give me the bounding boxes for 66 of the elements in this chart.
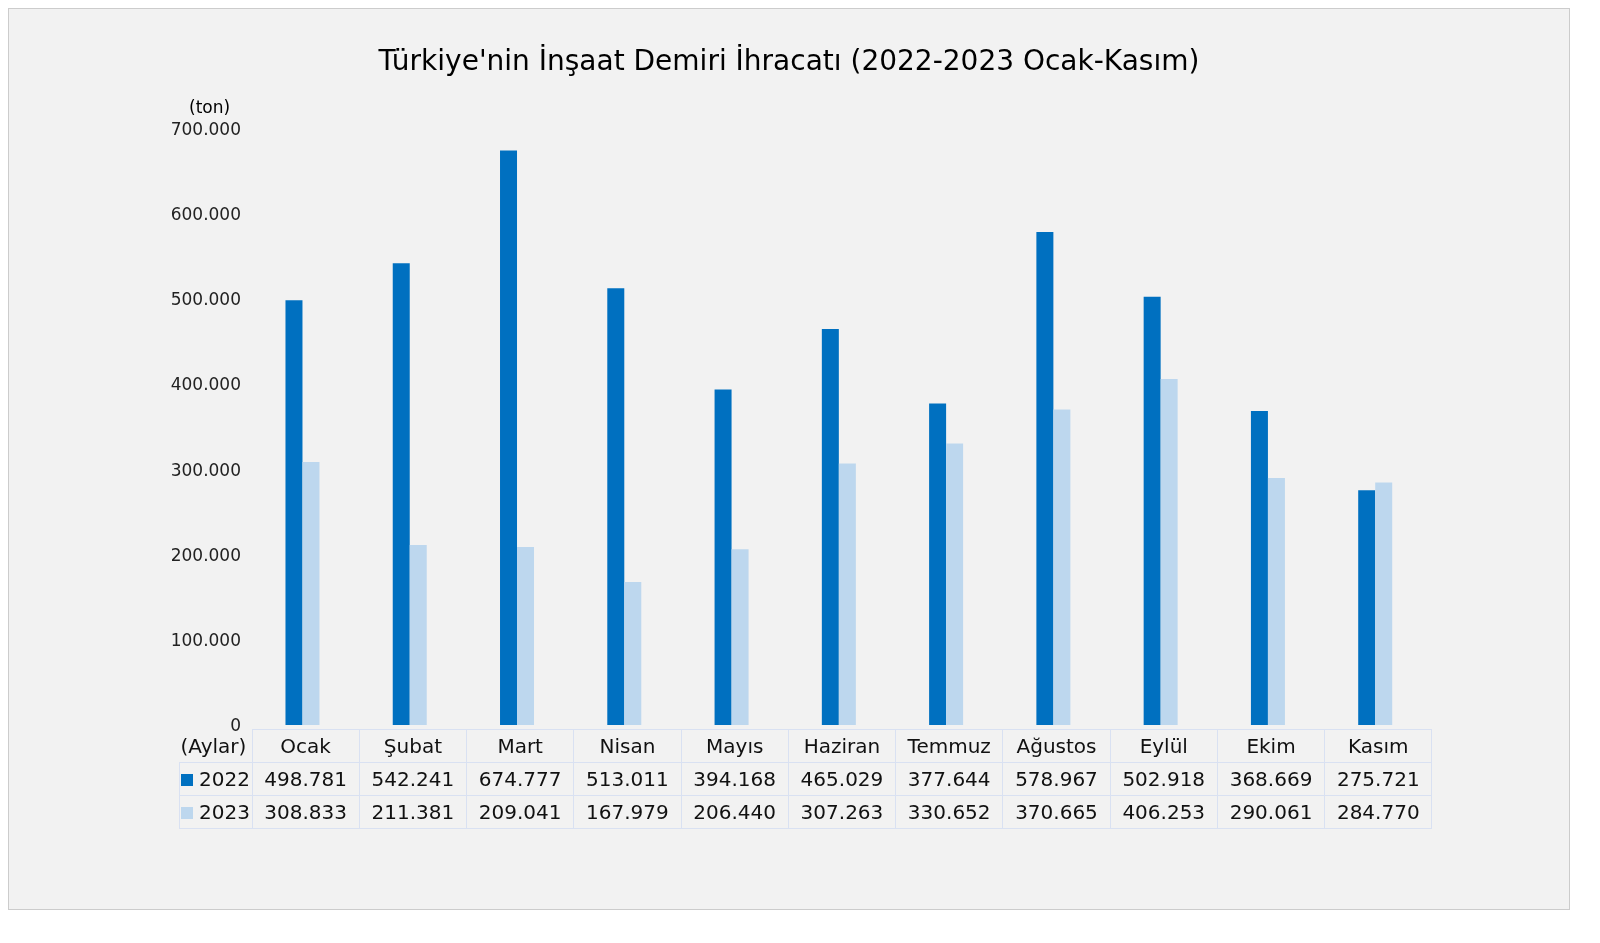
chart-title: Türkiye'nin İnşaat Demiri İhracatı (2022-2023 Ocak-Kasım) bbox=[377, 44, 1201, 77]
bar bbox=[1375, 482, 1393, 725]
bar bbox=[285, 300, 303, 725]
bar bbox=[302, 462, 320, 725]
bar bbox=[946, 443, 964, 725]
legend-label: 2022 bbox=[179, 762, 252, 796]
x-tick-label: Nisan bbox=[573, 729, 682, 763]
data-label: 513.011 bbox=[573, 762, 682, 796]
bar bbox=[714, 389, 732, 725]
bar bbox=[517, 547, 535, 725]
x-tick-label: Mart bbox=[466, 729, 574, 763]
data-label: 406.253 bbox=[1110, 795, 1218, 829]
bar bbox=[392, 263, 410, 725]
y-tick-label: 500.000 bbox=[170, 289, 241, 310]
data-label: 167.979 bbox=[573, 795, 682, 829]
bar bbox=[409, 545, 427, 725]
data-label: 211.381 bbox=[359, 795, 467, 829]
bar bbox=[1053, 409, 1071, 725]
data-label: 377.644 bbox=[895, 762, 1003, 796]
x-tick-label: Temmuz bbox=[895, 729, 1003, 763]
bar bbox=[929, 403, 947, 725]
legend-label: 2023 bbox=[179, 795, 252, 829]
data-label: 206.440 bbox=[681, 795, 789, 829]
data-label: 368.669 bbox=[1217, 762, 1325, 796]
x-tick-label: Ocak bbox=[252, 729, 360, 763]
data-label: 542.241 bbox=[359, 762, 467, 796]
data-label: 275.721 bbox=[1324, 762, 1432, 796]
data-label: 370.665 bbox=[1002, 795, 1111, 829]
data-label: 284.770 bbox=[1324, 795, 1432, 829]
x-tick-label: Ağustos bbox=[1002, 729, 1111, 763]
y-tick-label: 600.000 bbox=[170, 204, 241, 225]
bar bbox=[1160, 379, 1178, 725]
data-label: 578.967 bbox=[1002, 762, 1111, 796]
data-label: 330.652 bbox=[895, 795, 1003, 829]
data-label: 290.061 bbox=[1217, 795, 1325, 829]
bar bbox=[838, 463, 856, 725]
bar bbox=[821, 329, 839, 725]
data-label: 308.833 bbox=[252, 795, 360, 829]
data-label: 307.263 bbox=[788, 795, 896, 829]
y-tick-label: 100.000 bbox=[170, 629, 241, 650]
bar bbox=[1250, 411, 1268, 725]
x-tick-label: Şubat bbox=[359, 729, 467, 763]
data-label: 394.168 bbox=[681, 762, 789, 796]
y-tick-label: 300.000 bbox=[170, 459, 241, 480]
bar bbox=[500, 150, 518, 725]
x-tick-label: Ekim bbox=[1217, 729, 1325, 763]
bar bbox=[1036, 232, 1054, 725]
y-tick-label: 400.000 bbox=[170, 374, 241, 395]
data-label: 498.781 bbox=[252, 762, 360, 796]
bar bbox=[607, 288, 625, 725]
data-label: 502.918 bbox=[1110, 762, 1218, 796]
y-axis-title: (ton) bbox=[189, 97, 231, 117]
bar bbox=[1358, 490, 1376, 725]
bar bbox=[1143, 296, 1161, 725]
data-label: 465.029 bbox=[788, 762, 896, 796]
x-tick-label: Kasım bbox=[1324, 729, 1432, 763]
x-tick-label: Eylül bbox=[1110, 729, 1218, 763]
y-tick-label: 200.000 bbox=[170, 544, 241, 565]
y-tick-label: 700.000 bbox=[170, 119, 241, 140]
data-label: 674.777 bbox=[466, 762, 574, 796]
bar bbox=[1267, 478, 1285, 725]
bar bbox=[624, 581, 642, 725]
data-label: 209.041 bbox=[466, 795, 574, 829]
bar bbox=[731, 549, 749, 725]
x-tick-label: Mayıs bbox=[681, 729, 789, 763]
x-tick-label: Haziran bbox=[788, 729, 896, 763]
